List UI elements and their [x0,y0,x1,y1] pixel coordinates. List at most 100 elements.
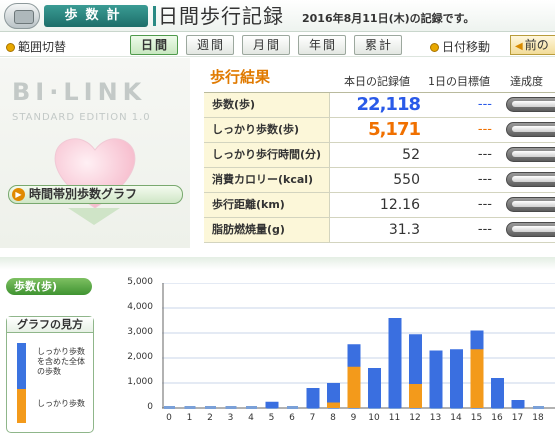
bar-total-steps [368,368,381,408]
bar-firm-steps [347,366,361,408]
result-row: 歩行距離(km) 12.16 --- [204,193,555,218]
graph-guide: グラフの見方 しっかり歩数を含めた全体の歩数 しっかり歩数 [6,316,94,433]
y-tick-label: 1,000 [127,377,153,387]
x-tick-label: 4 [248,413,254,423]
result-goal: --- [477,222,492,237]
x-tick-label: 3 [228,413,234,423]
bullet-icon [6,43,15,52]
result-value: 31.3 [388,222,420,238]
x-tick-label: 16 [491,413,503,423]
tab-yearly[interactable]: 年間 [298,35,346,55]
x-tick-label: 7 [310,413,316,423]
range-nav: 範囲切替 日間 週間 月間 年間 累計 日付移動 ◀ 前の [0,33,555,57]
bilink-logo: BI·LINK [12,78,147,106]
guide-title: グラフの見方 [7,317,93,333]
arrow-right-circle-icon: ▶ [12,188,25,201]
col-goal: 1日の目標値 [428,75,490,88]
divider [0,257,555,270]
baseline-marker [164,406,175,409]
result-goal: --- [477,122,492,137]
y-tick-label: 4,000 [127,302,153,312]
left-arrow-icon: ◀ [515,41,523,52]
chart-svg: 0 1 2 3 4 5 6 7 8 9 10 11 12 13 14 15 16 17 18 [160,282,555,423]
bar-total-steps [450,349,463,408]
tab-daily[interactable]: 日間 [130,35,178,55]
baseline-marker [246,406,257,409]
result-goal: --- [477,197,492,212]
x-tick-label: 5 [269,413,275,423]
x-tick-label: 17 [512,413,523,423]
bar-total-steps [306,388,320,408]
x-tick-label: 15 [471,413,482,423]
guide-firm-bar [17,389,26,423]
tab-weekly[interactable]: 週間 [186,35,234,55]
record-date-text: 2016年8月11日(木)の記録です。 [302,12,475,25]
y-tick-label: 2,000 [127,352,153,362]
result-goal: --- [477,172,492,187]
guide-total-text: しっかり歩数を含めた全体の歩数 [37,347,85,376]
result-row: 歩数(歩) 22,118 --- [204,93,555,118]
bar-firm-steps [327,402,340,408]
x-tick-label: 11 [389,413,400,423]
bar-total-steps [327,383,340,408]
result-label: 消費カロリー(kcal) [204,168,330,192]
col-rate: 達成度 [510,75,543,88]
achievement-bar [506,172,555,187]
y-tick-label: 0 [147,402,153,412]
result-value: 550 [393,172,420,188]
result-row: 脂肪燃焼量(g) 31.3 --- [204,218,555,243]
bar-total-steps [491,378,504,408]
bar-firm-steps [470,349,484,408]
x-tick-label: 10 [368,413,380,423]
result-value: 22,118 [356,94,421,115]
x-tick-label: 18 [532,413,544,423]
bar-total-steps [511,400,525,408]
time-steps-graph-button[interactable]: ▶ 時間帯別歩数グラフ [8,185,183,204]
y-tick-label: 5,000 [127,277,153,287]
x-tick-label: 9 [351,413,357,423]
results-title: 歩行結果 [210,68,271,86]
x-tick-label: 8 [330,413,336,423]
result-row: しっかり歩行時間(分) 52 --- [204,143,555,168]
x-tick-label: 1 [187,413,193,423]
bullet-icon [430,43,439,52]
x-tick-label: 6 [289,413,295,423]
tab-cumulative[interactable]: 累計 [354,35,402,55]
baseline-marker [205,406,216,409]
bar-total-steps [265,401,279,408]
achievement-bar [506,197,555,212]
page-title: 日間歩行記録 [153,4,284,28]
hourly-steps-chart: 0 1 2 3 4 5 6 7 8 9 10 11 12 13 14 15 16 17 18 [160,282,555,423]
tab-monthly[interactable]: 月間 [242,35,290,55]
achievement-bar [506,147,555,162]
x-tick-label: 0 [166,413,172,423]
achievement-bar [506,222,555,237]
result-value: 12.16 [379,197,420,213]
result-value: 52 [402,147,420,163]
bar-firm-steps [409,384,422,408]
bar-total-steps [429,350,443,408]
bar-total-steps [388,318,402,408]
brand-panel: BI·LINK STANDARD EDITION 1.0 ▶ 時間帯別歩数グラフ [0,58,190,248]
results-table: 歩数(歩) 22,118 --- しっかり歩数(歩) 5,171 --- しっかり歩行時間(… [204,92,555,243]
result-goal: --- [477,97,492,112]
baseline-marker [225,406,237,409]
pedometer-icon [4,3,40,29]
result-label: 脂肪燃焼量(g) [204,218,330,242]
result-row: 消費カロリー(kcal) 550 --- [204,168,555,193]
guide-firm-text: しっかり歩数 [37,399,85,408]
prev-date-button[interactable]: ◀ 前の [510,35,555,55]
result-label: しっかり歩行時間(分) [204,143,330,167]
col-today: 本日の記録値 [344,75,410,88]
achievement-bar [506,97,555,112]
result-label: しっかり歩数(歩) [204,118,330,142]
date-move-label: 日付移動 [430,38,490,55]
edition-text: STANDARD EDITION 1.0 [12,112,151,123]
y-tick-label: 3,000 [127,327,153,337]
x-tick-label: 14 [450,413,462,423]
result-value: 5,171 [368,119,421,140]
result-row: しっかり歩数(歩) 5,171 --- [204,118,555,143]
x-tick-label: 2 [207,413,213,423]
baseline-marker [533,406,544,409]
achievement-bar [506,122,555,137]
